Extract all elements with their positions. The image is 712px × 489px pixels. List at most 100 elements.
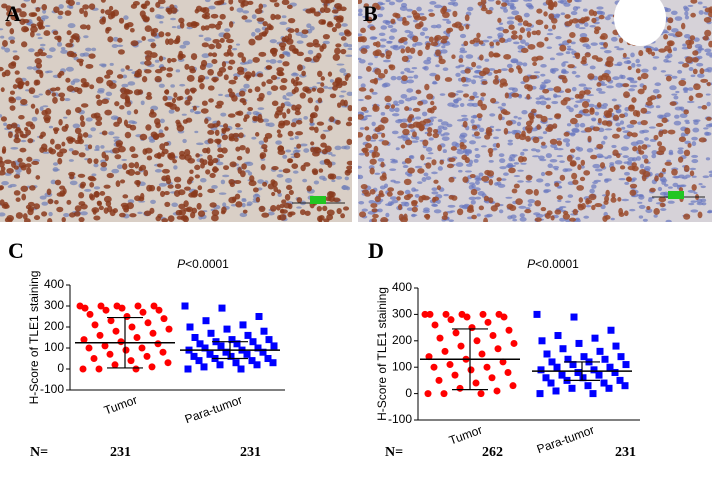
nucleus [316, 82, 322, 85]
nucleus [218, 93, 223, 97]
nucleus [274, 112, 280, 119]
nucleus [448, 219, 454, 222]
nucleus [420, 154, 425, 161]
nucleus [576, 185, 584, 191]
nucleus [483, 195, 490, 202]
nucleus [513, 175, 521, 178]
nucleus [285, 184, 293, 191]
nucleus [535, 114, 543, 119]
nucleus [15, 127, 21, 132]
nucleus [301, 70, 306, 77]
nucleus [127, 168, 136, 176]
nucleus [569, 148, 576, 153]
nucleus [274, 2, 280, 8]
nucleus [619, 120, 625, 125]
nucleus [194, 174, 201, 179]
dot [102, 306, 110, 314]
nucleus [456, 208, 464, 216]
nucleus [246, 203, 252, 207]
nucleus [423, 172, 429, 177]
nucleus [65, 109, 72, 116]
nucleus [517, 117, 522, 120]
nucleus [598, 172, 603, 176]
nucleus [299, 92, 306, 99]
y-axis-label: H-Score of TLE1 staining [27, 271, 41, 405]
nucleus [200, 108, 209, 114]
nucleus [520, 151, 525, 156]
nucleus [672, 182, 679, 188]
nucleus [159, 143, 166, 151]
nucleus [182, 138, 187, 144]
nucleus [585, 16, 590, 22]
nucleus [310, 141, 315, 146]
dot [457, 342, 465, 350]
nucleus [208, 23, 216, 29]
nucleus [559, 174, 566, 181]
nucleus [553, 1, 558, 8]
nucleus [678, 174, 685, 179]
nucleus [170, 84, 175, 88]
nucleus [432, 129, 439, 134]
nucleus [575, 52, 581, 60]
nucleus [306, 185, 312, 192]
nucleus [0, 156, 3, 163]
nucleus [313, 147, 322, 154]
dot [558, 371, 566, 379]
nucleus [600, 74, 608, 81]
nucleus [532, 61, 538, 66]
nucleus [696, 62, 704, 67]
nucleus [518, 133, 527, 141]
nucleus [482, 67, 490, 75]
nucleus [664, 55, 670, 59]
nucleus [35, 175, 41, 180]
nucleus [358, 152, 366, 156]
nucleus [478, 205, 485, 211]
dot [228, 336, 236, 344]
nucleus [429, 1, 437, 5]
nucleus [520, 162, 527, 165]
nucleus [580, 159, 586, 166]
nucleus [141, 76, 148, 83]
dot [202, 317, 210, 325]
nucleus [48, 125, 54, 129]
nucleus [480, 0, 487, 5]
nucleus [441, 45, 446, 49]
nucleus [122, 74, 128, 79]
dot [579, 374, 587, 382]
nucleus [78, 201, 86, 206]
nucleus [572, 6, 579, 12]
dot [269, 359, 277, 367]
nucleus [371, 91, 378, 95]
nucleus [95, 115, 103, 122]
nucleus [264, 132, 273, 139]
nucleus [488, 151, 493, 158]
nucleus [455, 142, 460, 148]
nucleus [268, 24, 274, 31]
nucleus [115, 140, 124, 146]
nucleus [202, 147, 209, 154]
nucleus [652, 89, 660, 94]
nucleus [173, 189, 181, 197]
nucleus [19, 11, 27, 18]
dot [128, 323, 136, 331]
y-tick-label: 400 [392, 280, 412, 294]
nucleus [54, 200, 59, 205]
nucleus [36, 33, 41, 36]
nucleus [658, 172, 664, 178]
nucleus [579, 98, 587, 102]
nucleus [96, 90, 105, 94]
nucleus [323, 158, 331, 164]
nucleus [551, 69, 556, 74]
nucleus [553, 86, 562, 93]
nucleus [584, 127, 593, 133]
nucleus [462, 120, 468, 128]
nucleus [244, 19, 253, 23]
nucleus [543, 11, 548, 17]
dot [548, 358, 556, 366]
dot [584, 382, 592, 390]
nucleus [129, 146, 136, 153]
nucleus [291, 48, 299, 54]
nucleus [258, 92, 265, 100]
nucleus [535, 97, 542, 100]
nucleus [327, 71, 333, 77]
